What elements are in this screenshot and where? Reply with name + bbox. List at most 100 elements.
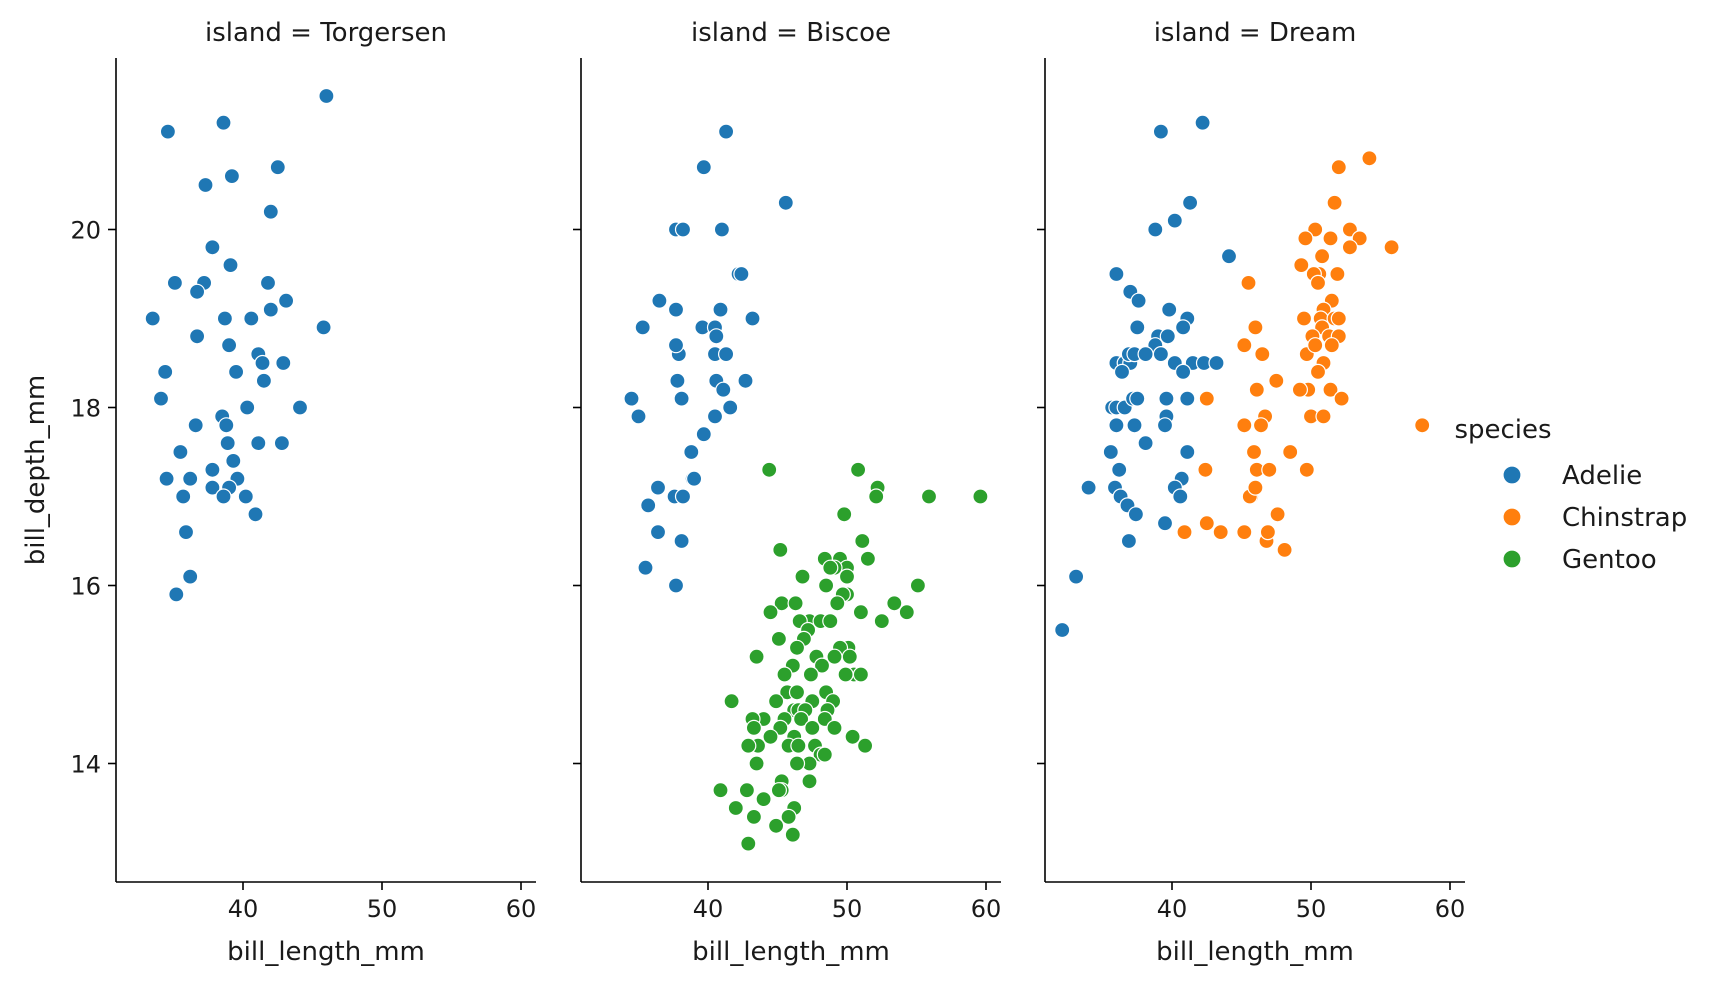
series-gentoo: [712, 461, 989, 852]
y-tick-label: 18: [70, 395, 101, 423]
data-point: [1268, 372, 1285, 389]
data-point: [640, 497, 657, 514]
series-adelie: [1054, 114, 1238, 639]
data-point: [1261, 461, 1278, 478]
data-point: [223, 168, 240, 185]
data-point: [1067, 568, 1085, 585]
data-point: [909, 577, 927, 594]
data-point: [836, 506, 853, 523]
data-point: [1198, 515, 1215, 532]
data-point: [1309, 274, 1327, 291]
data-point: [669, 372, 686, 389]
data-point: [740, 835, 757, 852]
data-point: [1247, 479, 1264, 496]
data-point: [1291, 381, 1309, 398]
legend-label: Adelie: [1562, 461, 1642, 491]
legend-label: Gentoo: [1562, 545, 1657, 575]
data-point: [255, 372, 272, 389]
data-point: [780, 808, 797, 826]
data-point: [1137, 435, 1154, 452]
data-point: [826, 648, 843, 665]
data-point: [172, 443, 189, 461]
data-point: [1293, 257, 1310, 274]
data-point: [788, 639, 806, 656]
x-axis-label: bill_length_mm: [1156, 937, 1354, 967]
data-point: [1137, 346, 1154, 363]
data-point: [1194, 114, 1211, 131]
data-point: [1297, 230, 1314, 247]
data-point: [1108, 265, 1125, 283]
data-point: [1080, 479, 1097, 496]
data-point: [1179, 443, 1196, 461]
x-tick-label: 50: [367, 895, 398, 923]
data-point: [1329, 265, 1346, 283]
data-point: [813, 657, 831, 674]
data-point: [859, 550, 877, 567]
data-point: [278, 292, 295, 309]
data-point: [1129, 319, 1146, 336]
data-point: [767, 693, 785, 710]
data-point: [788, 684, 806, 701]
data-point: [868, 488, 885, 505]
data-point: [748, 755, 765, 772]
data-point: [674, 221, 692, 238]
data-point: [215, 114, 232, 131]
data-point: [673, 390, 690, 407]
data-point: [1156, 417, 1174, 434]
x-tick-label: 60: [1435, 895, 1466, 923]
data-point: [1126, 417, 1143, 434]
data-point: [1174, 363, 1192, 380]
data-point: [772, 541, 789, 559]
data-point: [182, 568, 199, 585]
data-point: [1054, 621, 1071, 639]
data-point: [712, 782, 729, 799]
legend-marker: [1502, 465, 1522, 485]
data-point: [1252, 417, 1270, 434]
data-point: [175, 488, 192, 505]
y-tick-label: 16: [70, 573, 101, 601]
data-point: [1179, 390, 1196, 407]
data-point: [1220, 248, 1238, 265]
data-point: [777, 194, 794, 211]
data-point: [854, 532, 871, 550]
x-tick-label: 40: [1157, 895, 1188, 923]
data-point: [826, 719, 843, 737]
data-point: [829, 595, 846, 612]
data-point: [262, 301, 279, 318]
data-point: [1120, 532, 1138, 550]
data-point: [727, 799, 744, 817]
data-point: [630, 408, 647, 425]
data-point: [816, 746, 833, 763]
facet-panel-3: island = Dream 40 50 60 bill_length_mm: [1037, 18, 1465, 967]
data-point: [1108, 417, 1125, 434]
data-point: [651, 292, 668, 309]
data-point: [838, 568, 856, 585]
y-tick-label: 14: [70, 751, 101, 779]
x-tick-label: 40: [228, 895, 259, 923]
data-point: [856, 737, 874, 754]
data-point: [708, 328, 725, 345]
data-point: [1212, 523, 1229, 541]
data-point: [788, 755, 806, 772]
data-point: [1130, 292, 1147, 309]
data-point: [748, 648, 765, 665]
data-point: [247, 506, 264, 523]
data-point: [802, 666, 820, 683]
data-point: [1208, 354, 1225, 372]
data-point: [182, 470, 199, 487]
x-tick-label: 50: [832, 895, 863, 923]
legend-items: Adelie Chinstrap Gentoo: [1502, 461, 1687, 575]
data-point: [822, 612, 839, 630]
data-point: [204, 479, 221, 496]
data-point: [228, 363, 245, 380]
legend-item-chinstrap: Chinstrap: [1502, 503, 1687, 533]
data-point: [972, 488, 989, 505]
data-point: [197, 176, 214, 194]
y-axis-label: bill_depth_mm: [21, 375, 51, 566]
data-point: [801, 773, 818, 790]
data-point: [189, 328, 206, 345]
data-point: [1322, 230, 1339, 247]
data-point: [844, 728, 861, 745]
data-point: [674, 488, 692, 505]
data-point: [221, 337, 238, 354]
